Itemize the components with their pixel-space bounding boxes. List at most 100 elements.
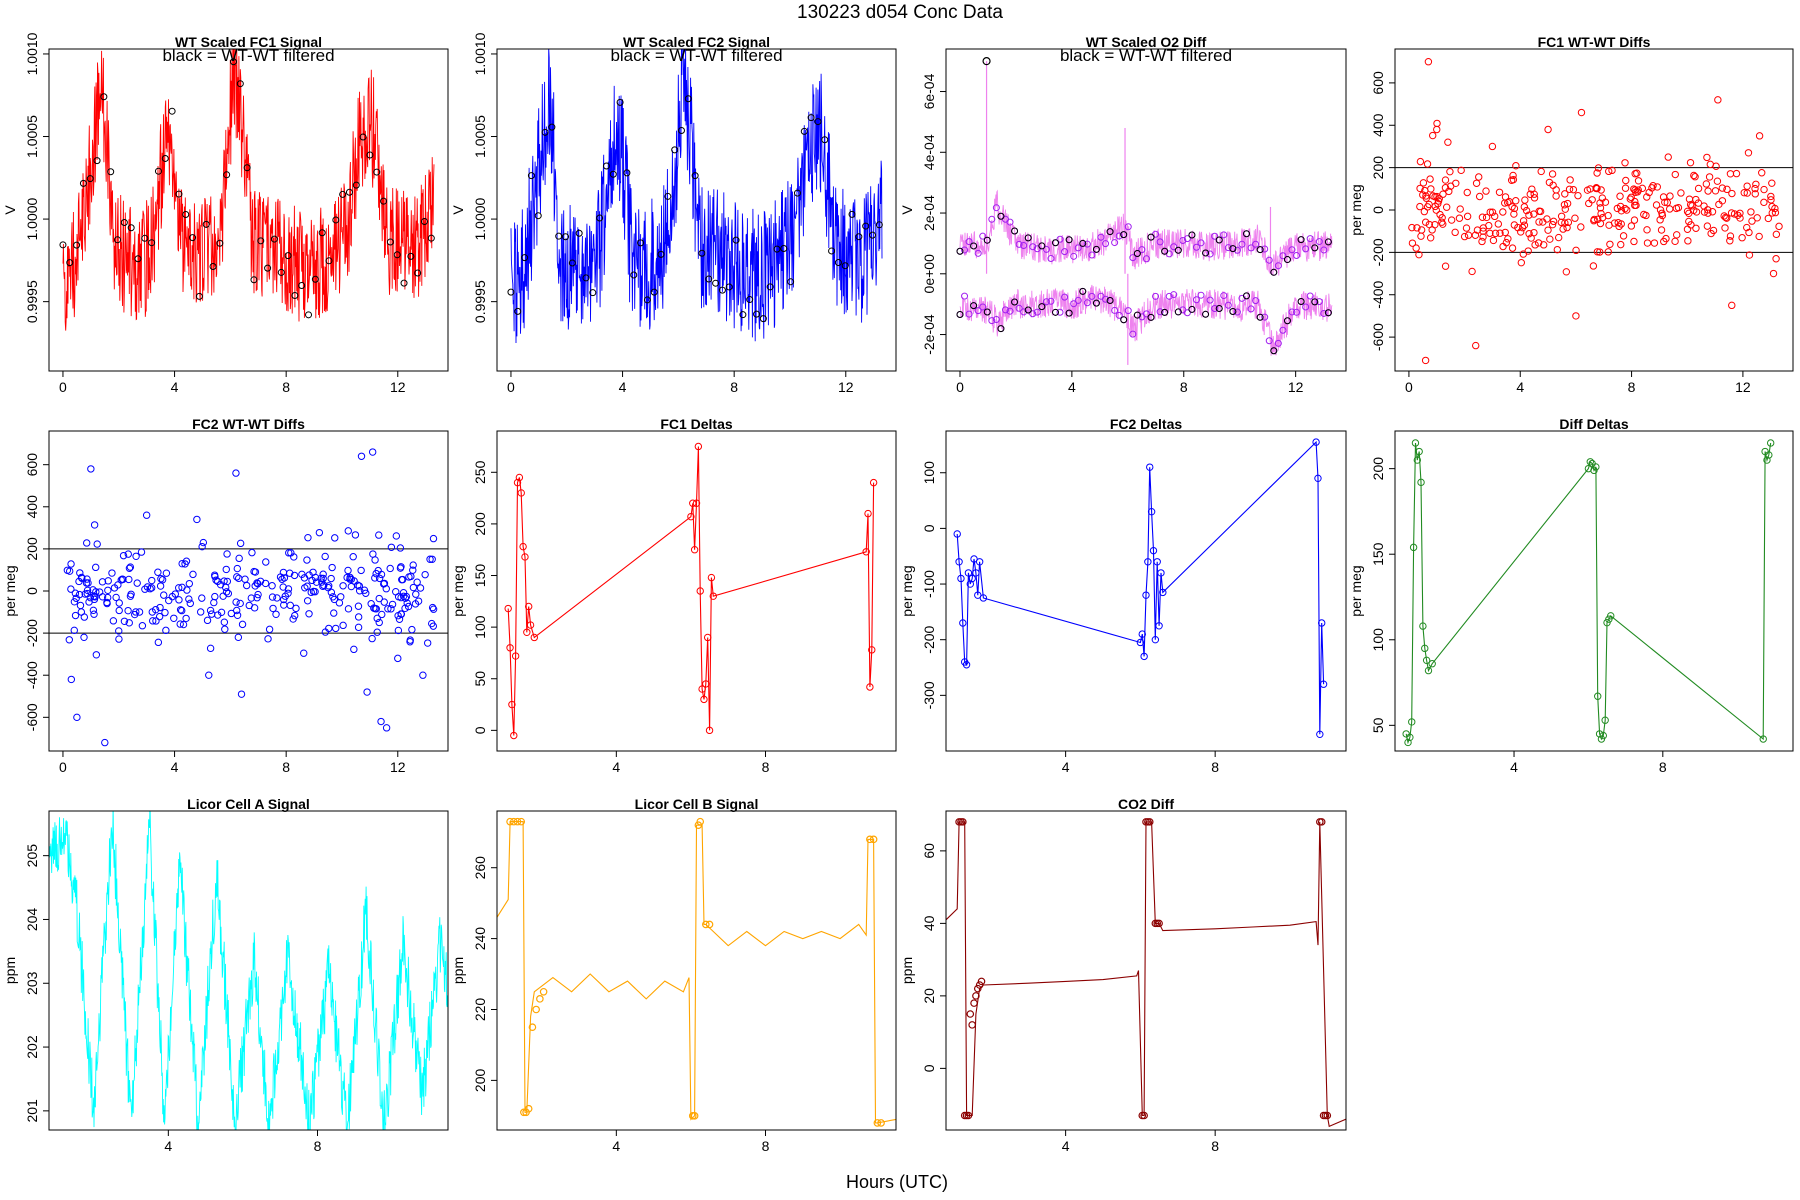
outlier-point — [357, 452, 366, 460]
data-point — [671, 146, 679, 154]
plot-area — [49, 811, 448, 1130]
y-tick-label: 600 — [24, 453, 40, 477]
outlier-point — [1728, 301, 1736, 310]
series-trace — [62, 49, 435, 331]
data-point — [1120, 316, 1128, 324]
data-point — [286, 569, 294, 577]
data-point — [705, 726, 714, 735]
data-point — [657, 250, 665, 258]
data-point — [428, 603, 437, 612]
data-point — [317, 574, 325, 583]
data-point — [1486, 229, 1494, 237]
data-point — [1634, 177, 1643, 185]
data-point — [732, 236, 740, 244]
plot-frame — [48, 810, 449, 1131]
data-point — [1011, 298, 1019, 306]
data-point — [124, 606, 132, 615]
data-point — [1764, 214, 1773, 223]
data-point — [1419, 191, 1427, 199]
x-tick-label: 4 — [612, 759, 620, 775]
plot-frame — [1394, 430, 1794, 752]
data-point — [242, 581, 251, 590]
data-point — [1721, 213, 1730, 222]
data-point — [1738, 234, 1746, 242]
data-point — [1420, 207, 1429, 216]
data-point — [119, 551, 128, 560]
y-tick-label: -600 — [1370, 323, 1386, 351]
data-point — [289, 615, 297, 623]
data-point — [1601, 716, 1609, 724]
series-line — [946, 821, 1346, 1128]
data-point — [1061, 293, 1069, 301]
data-point — [1265, 256, 1273, 264]
data-point — [1051, 308, 1059, 316]
data-point — [388, 600, 397, 609]
data-point — [67, 560, 75, 568]
data-point — [1775, 222, 1783, 231]
data-point — [1759, 735, 1767, 743]
data-point — [1557, 212, 1566, 220]
data-point — [1596, 204, 1605, 212]
data-point — [515, 473, 524, 482]
figure-xlabel: Hours (UTC) — [846, 1172, 948, 1192]
data-point — [203, 616, 212, 625]
data-point — [1702, 180, 1711, 188]
panel-title: CO2 Diff — [1118, 796, 1174, 812]
y-tick-label: 400 — [24, 495, 40, 519]
plot-frame — [945, 430, 1347, 752]
data-point — [1658, 209, 1666, 217]
data-point — [1083, 299, 1091, 307]
data-point — [251, 582, 259, 590]
data-point — [82, 579, 91, 587]
data-point — [1755, 232, 1763, 241]
data-point — [394, 626, 403, 635]
y-tick-label: -400 — [1370, 281, 1386, 309]
data-point — [1188, 231, 1196, 239]
data-point — [1288, 246, 1296, 254]
data-point — [222, 565, 230, 574]
series-co2-diff — [946, 821, 1346, 1128]
data-point — [253, 594, 261, 602]
data-point — [511, 652, 520, 660]
data-point — [165, 596, 173, 605]
data-point — [992, 204, 1000, 212]
data-point — [311, 275, 319, 283]
data-point — [132, 552, 140, 560]
data-point — [690, 546, 699, 554]
data-point — [962, 661, 971, 669]
data-point — [427, 234, 435, 242]
y-tick-label: 0 — [472, 726, 488, 734]
data-point — [162, 569, 171, 577]
data-point — [1152, 292, 1160, 300]
data-point — [1229, 307, 1237, 315]
data-point — [209, 262, 217, 270]
data-point — [1704, 209, 1712, 217]
data-point — [1042, 245, 1050, 253]
data-point — [1001, 306, 1009, 314]
data-point — [677, 127, 685, 135]
data-point — [93, 157, 101, 165]
data-point — [366, 151, 374, 159]
data-point — [91, 593, 99, 601]
data-point — [1320, 309, 1328, 317]
data-point — [1638, 184, 1647, 193]
series-markers — [506, 817, 885, 1127]
series-trace — [510, 49, 883, 344]
data-point — [965, 310, 973, 318]
data-point — [1605, 221, 1613, 229]
data-point — [1590, 215, 1598, 224]
data-point — [1111, 239, 1119, 247]
data-point — [1479, 233, 1487, 241]
data-point — [1157, 569, 1165, 577]
data-point — [712, 279, 720, 287]
data-point — [1419, 179, 1428, 187]
x-tick-label: 8 — [282, 759, 290, 775]
data-point — [396, 564, 405, 572]
data-point — [1317, 818, 1326, 826]
data-point — [1730, 210, 1739, 218]
data-point — [1472, 179, 1481, 187]
y-tick-label: -100 — [921, 570, 937, 598]
data-point — [1512, 162, 1520, 170]
data-point — [1422, 192, 1430, 200]
data-point — [1079, 239, 1087, 247]
